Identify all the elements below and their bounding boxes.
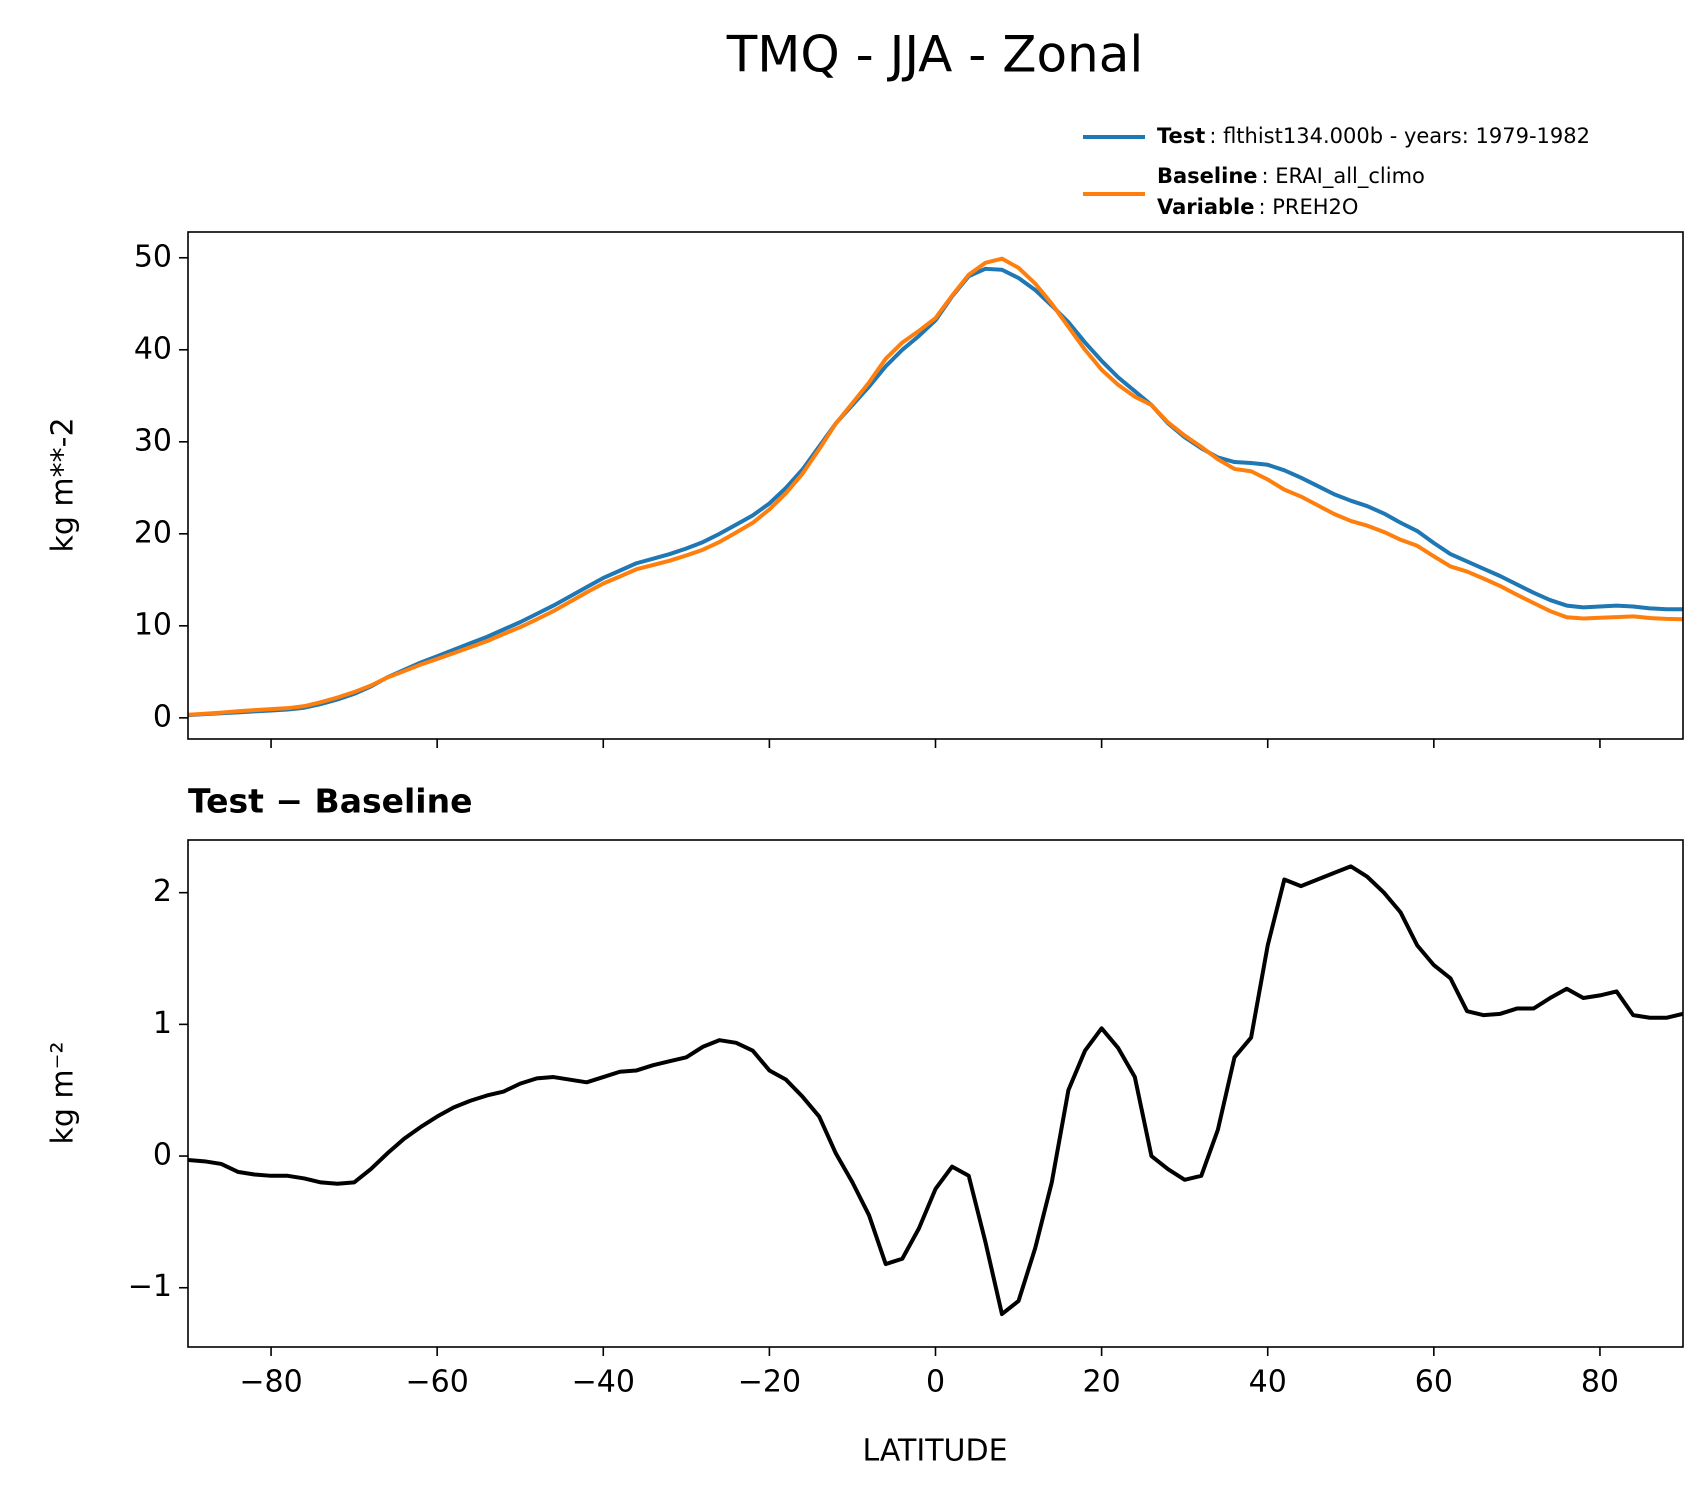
y-tick-label: 50 bbox=[134, 239, 172, 274]
legend-label: Baseline bbox=[1157, 164, 1258, 188]
figure-title: TMQ - JJA - Zonal bbox=[726, 26, 1144, 84]
y-tick-label: 1 bbox=[153, 1006, 172, 1041]
data-line bbox=[188, 864, 1683, 1317]
legend-desc: : PREH2O bbox=[1258, 195, 1358, 219]
legend: Test : flthist134.000b - years: 1979-198… bbox=[1083, 124, 1590, 219]
y-tick-label: 0 bbox=[153, 699, 172, 734]
legend-label: Variable bbox=[1157, 195, 1254, 219]
legend-label: Test bbox=[1157, 124, 1205, 148]
x-tick-label: 20 bbox=[1083, 1365, 1121, 1400]
y-axis-label: kg m⁻² bbox=[46, 1041, 81, 1144]
y-axis-label: kg m**-2 bbox=[46, 417, 81, 552]
y-tick-label: 2 bbox=[153, 874, 172, 909]
legend-desc: : ERAI_all_climo bbox=[1262, 164, 1425, 189]
data-line bbox=[188, 266, 1683, 718]
x-axis-label: LATITUDE bbox=[862, 1434, 1007, 1469]
axes-frame bbox=[187, 231, 1684, 740]
x-tick-label: −40 bbox=[572, 1365, 635, 1400]
y-tick-label: −1 bbox=[128, 1269, 172, 1304]
x-tick-label: 60 bbox=[1415, 1365, 1453, 1400]
x-tick-label: −20 bbox=[738, 1365, 801, 1400]
x-tick-label: −80 bbox=[239, 1365, 302, 1400]
legend-desc: : flthist134.000b - years: 1979-1982 bbox=[1209, 124, 1590, 148]
y-tick-label: 20 bbox=[134, 515, 172, 550]
x-tick-label: −60 bbox=[406, 1365, 469, 1400]
y-tick-label: 40 bbox=[134, 331, 172, 366]
axes-frame bbox=[187, 839, 1684, 1348]
data-line bbox=[188, 256, 1683, 717]
x-tick-label: 80 bbox=[1581, 1365, 1619, 1400]
y-tick-label: 0 bbox=[153, 1138, 172, 1173]
y-tick-label: 30 bbox=[134, 423, 172, 458]
x-tick-label: 40 bbox=[1249, 1365, 1287, 1400]
x-tick-label: 0 bbox=[926, 1365, 945, 1400]
diff-title: Test − Baseline bbox=[188, 782, 473, 821]
y-tick-label: 10 bbox=[134, 607, 172, 642]
